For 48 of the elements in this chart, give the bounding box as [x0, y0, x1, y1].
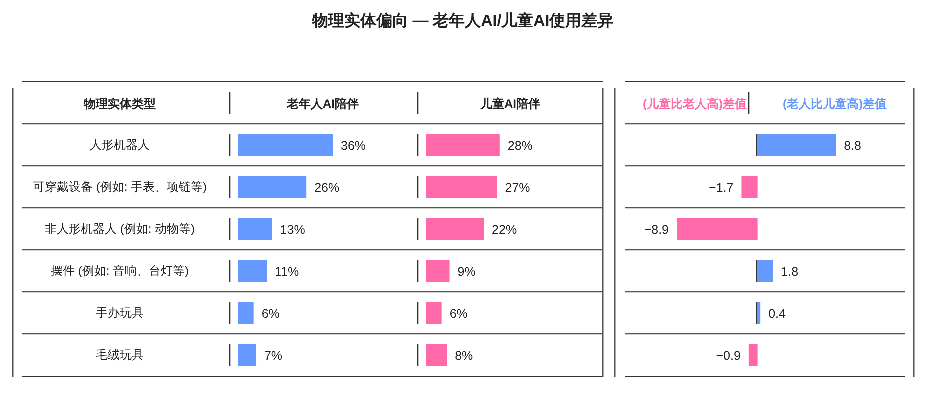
bar: [426, 302, 442, 324]
data-label: 36%: [341, 139, 366, 153]
data-label: 9%: [458, 265, 476, 279]
bar: [426, 260, 450, 282]
data-label: −1.7: [709, 181, 734, 195]
data-label: 8%: [455, 349, 474, 363]
bar: [238, 176, 307, 198]
data-label: 6%: [450, 307, 468, 321]
data-label: −0.9: [716, 349, 741, 363]
bar: [238, 260, 268, 282]
data-label: 7%: [264, 349, 283, 363]
y-tick-label: 可穿戴设备 (例如: 手表、项链等): [33, 180, 207, 194]
bar: [757, 134, 836, 156]
bar: [742, 176, 757, 198]
bar: [426, 218, 484, 240]
data-label: 27%: [505, 181, 530, 195]
bar: [238, 218, 272, 240]
series-label: (老人比儿童高)差值: [783, 97, 887, 111]
y-tick-label: 人形机器人: [90, 138, 150, 152]
y-tick-label: 毛绒玩具: [96, 348, 144, 362]
data-label: 0.4: [768, 307, 786, 321]
data-label: 11%: [275, 265, 300, 279]
x-axis-title: 儿童AI陪伴: [480, 97, 540, 111]
bar: [238, 344, 256, 366]
y-tick-label: 手办玩具: [96, 306, 144, 320]
bar: [677, 218, 757, 240]
data-label: 8.8: [844, 139, 862, 153]
data-label: 1.8: [781, 265, 799, 279]
data-label: 26%: [314, 181, 340, 195]
y-tick-label: 非人形机器人 (例如: 动物等): [45, 222, 195, 236]
bar: [426, 134, 500, 156]
bar: [238, 134, 333, 156]
y-tick-label: 摆件 (例如: 音响、台灯等): [51, 264, 189, 278]
data-label: 6%: [262, 307, 280, 321]
text: 物理实体偏向 — 老年人AI/儿童AI使用差异: [311, 11, 614, 30]
bar: [426, 344, 448, 366]
text: (儿童比老人高)差值: [643, 97, 747, 111]
bar: [748, 344, 757, 366]
data-label: 22%: [492, 223, 518, 237]
bar: [238, 302, 254, 324]
bar: [757, 260, 774, 282]
bar: [426, 176, 498, 198]
x-axis-title: 老年人AI陪伴: [286, 97, 359, 111]
bar: [757, 302, 761, 324]
data-label: 13%: [280, 223, 306, 237]
y-axis-title: 物理实体类型: [83, 97, 156, 111]
data-label: −8.9: [644, 223, 670, 237]
data-label: 28%: [508, 139, 533, 153]
